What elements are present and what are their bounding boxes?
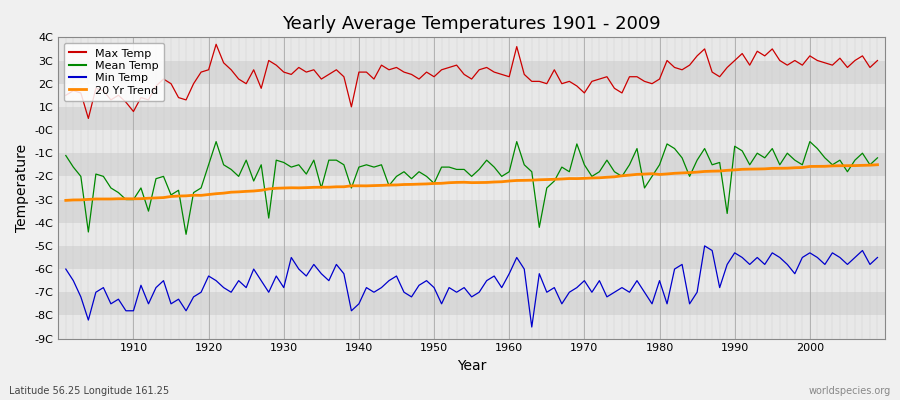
Legend: Max Temp, Mean Temp, Min Temp, 20 Yr Trend: Max Temp, Mean Temp, Min Temp, 20 Yr Tre… [64, 43, 164, 101]
Bar [58, 130, 885, 153]
Bar [58, 107, 885, 130]
Bar [58, 316, 885, 338]
Text: worldspecies.org: worldspecies.org [809, 386, 891, 396]
Bar [58, 269, 885, 292]
Bar [58, 60, 885, 84]
X-axis label: Year: Year [457, 359, 486, 373]
Bar [58, 223, 885, 246]
Text: Latitude 56.25 Longitude 161.25: Latitude 56.25 Longitude 161.25 [9, 386, 169, 396]
Bar [58, 292, 885, 316]
Title: Yearly Average Temperatures 1901 - 2009: Yearly Average Temperatures 1901 - 2009 [283, 15, 661, 33]
Bar [58, 84, 885, 107]
Bar [58, 176, 885, 200]
Y-axis label: Temperature: Temperature [15, 144, 29, 232]
Bar [58, 200, 885, 223]
Bar [58, 153, 885, 176]
Bar [58, 246, 885, 269]
Bar [58, 37, 885, 60]
